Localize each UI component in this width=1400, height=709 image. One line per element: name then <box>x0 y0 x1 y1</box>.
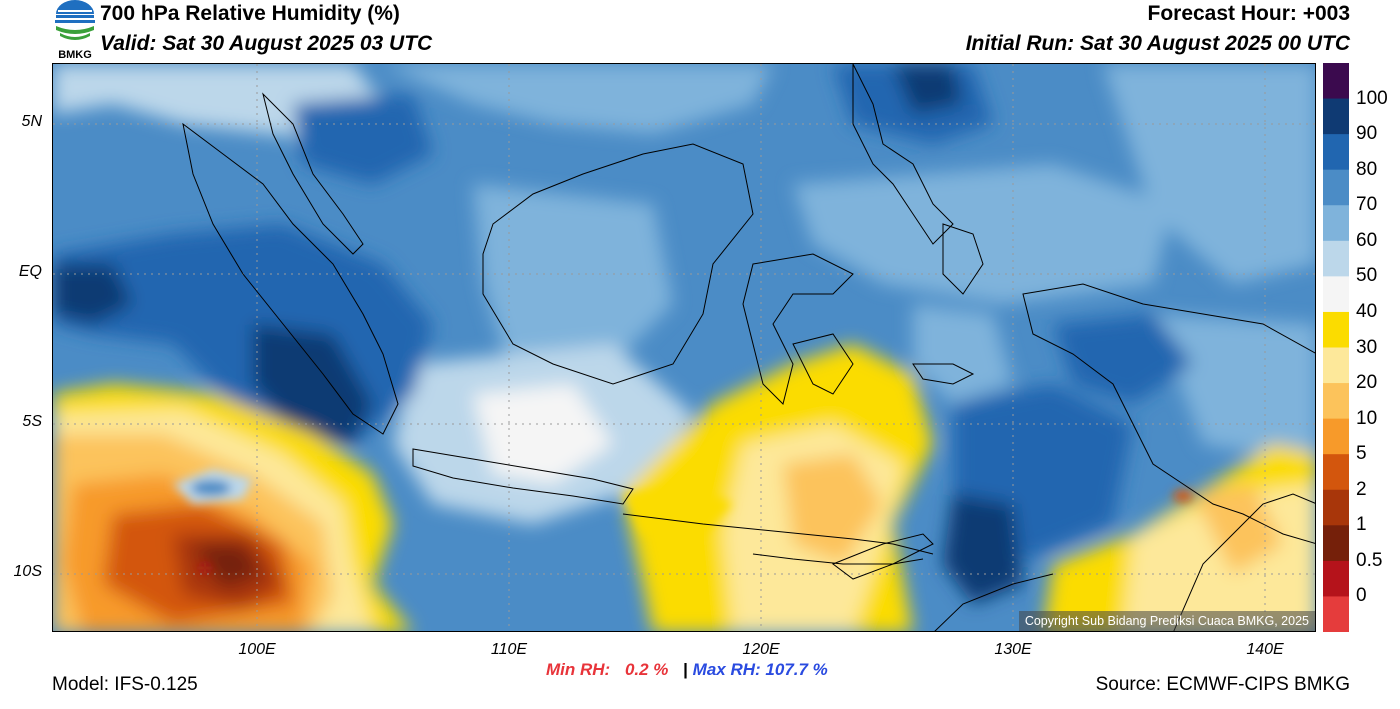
lat-label-5n: 5N <box>21 113 42 130</box>
colorbar-label: 30 <box>1356 336 1378 358</box>
lon-label-120e: 120E <box>742 641 780 658</box>
colorbar-label: 20 <box>1356 372 1378 394</box>
colorbar-label: 0 <box>1356 585 1367 607</box>
initial-run: Initial Run: Sat 30 August 2025 00 UTC <box>965 32 1350 55</box>
colorbar-label: 60 <box>1356 229 1378 251</box>
colorbar-swatch <box>1323 205 1349 242</box>
colorbar-label: 40 <box>1356 300 1378 322</box>
copyright-notice: Copyright Sub Bidang Prediksi Cuaca BMKG… <box>1018 611 1315 631</box>
colorbar-swatch <box>1323 525 1349 562</box>
min-rh-label: Min RH: <box>546 660 611 679</box>
colorbar-label: 1 <box>1356 514 1367 536</box>
colorbar-swatch <box>1323 596 1349 633</box>
colorbar-swatch <box>1323 169 1349 206</box>
lon-label-100e: 100E <box>238 641 276 658</box>
colorbar-label: 80 <box>1356 158 1378 180</box>
colorbar-swatch <box>1323 489 1349 526</box>
lat-label-5s: 5S <box>22 413 42 430</box>
max-rh-label: Max RH: <box>692 660 761 679</box>
lat-label-10s: 10S <box>13 563 42 580</box>
colorbar-swatch <box>1323 311 1349 348</box>
rh-stats: Min RH: 0.2 % | Max RH: 107.7 % <box>546 660 828 680</box>
lon-label-110e: 110E <box>490 641 528 658</box>
colorbar-swatches <box>1323 63 1349 633</box>
lon-label-140e: 140E <box>1246 641 1284 658</box>
humidity-field <box>53 64 1315 631</box>
lon-label-130e: 130E <box>994 641 1032 658</box>
bmkg-logo: BMKG <box>52 0 98 61</box>
colorbar <box>1323 63 1349 633</box>
humidity-map: Copyright Sub Bidang Prediksi Cuaca BMKG… <box>52 63 1316 632</box>
graticule <box>53 64 1315 631</box>
colorbar-swatch <box>1323 240 1349 277</box>
min-rh-value: 0.2 % <box>624 660 669 679</box>
valid-time: Valid: Sat 30 August 2025 03 UTC <box>100 32 433 55</box>
source-label: Source: ECMWF-CIPS BMKG <box>1095 674 1350 695</box>
max-rh-value: 107.7 % <box>765 660 828 679</box>
colorbar-label: 90 <box>1356 123 1378 145</box>
colorbar-swatch <box>1323 134 1349 171</box>
model-label: Model: IFS-0.125 <box>52 674 198 695</box>
lat-label-eq: EQ <box>18 263 42 280</box>
colorbar-label: 70 <box>1356 194 1378 216</box>
coastlines <box>182 64 1315 631</box>
colorbar-label: 5 <box>1356 443 1367 465</box>
colorbar-label: 10 <box>1356 407 1378 429</box>
logo-text: BMKG <box>58 49 92 60</box>
colorbar-swatch <box>1323 383 1349 420</box>
colorbar-label: 50 <box>1356 265 1378 287</box>
colorbar-swatch <box>1323 347 1349 384</box>
forecast-hour: Forecast Hour: +003 <box>1147 2 1351 25</box>
colorbar-swatch <box>1323 63 1349 100</box>
colorbar-swatch <box>1323 276 1349 313</box>
colorbar-swatch <box>1323 560 1349 597</box>
colorbar-label: 2 <box>1356 478 1367 500</box>
colorbar-swatch <box>1323 418 1349 455</box>
colorbar-label: 0.5 <box>1356 549 1383 571</box>
colorbar-swatch <box>1323 454 1349 491</box>
colorbar-label: 100 <box>1356 87 1388 109</box>
stats-separator: | <box>683 660 688 679</box>
chart-title: 700 hPa Relative Humidity (%) <box>100 2 400 25</box>
colorbar-swatch <box>1323 98 1349 135</box>
